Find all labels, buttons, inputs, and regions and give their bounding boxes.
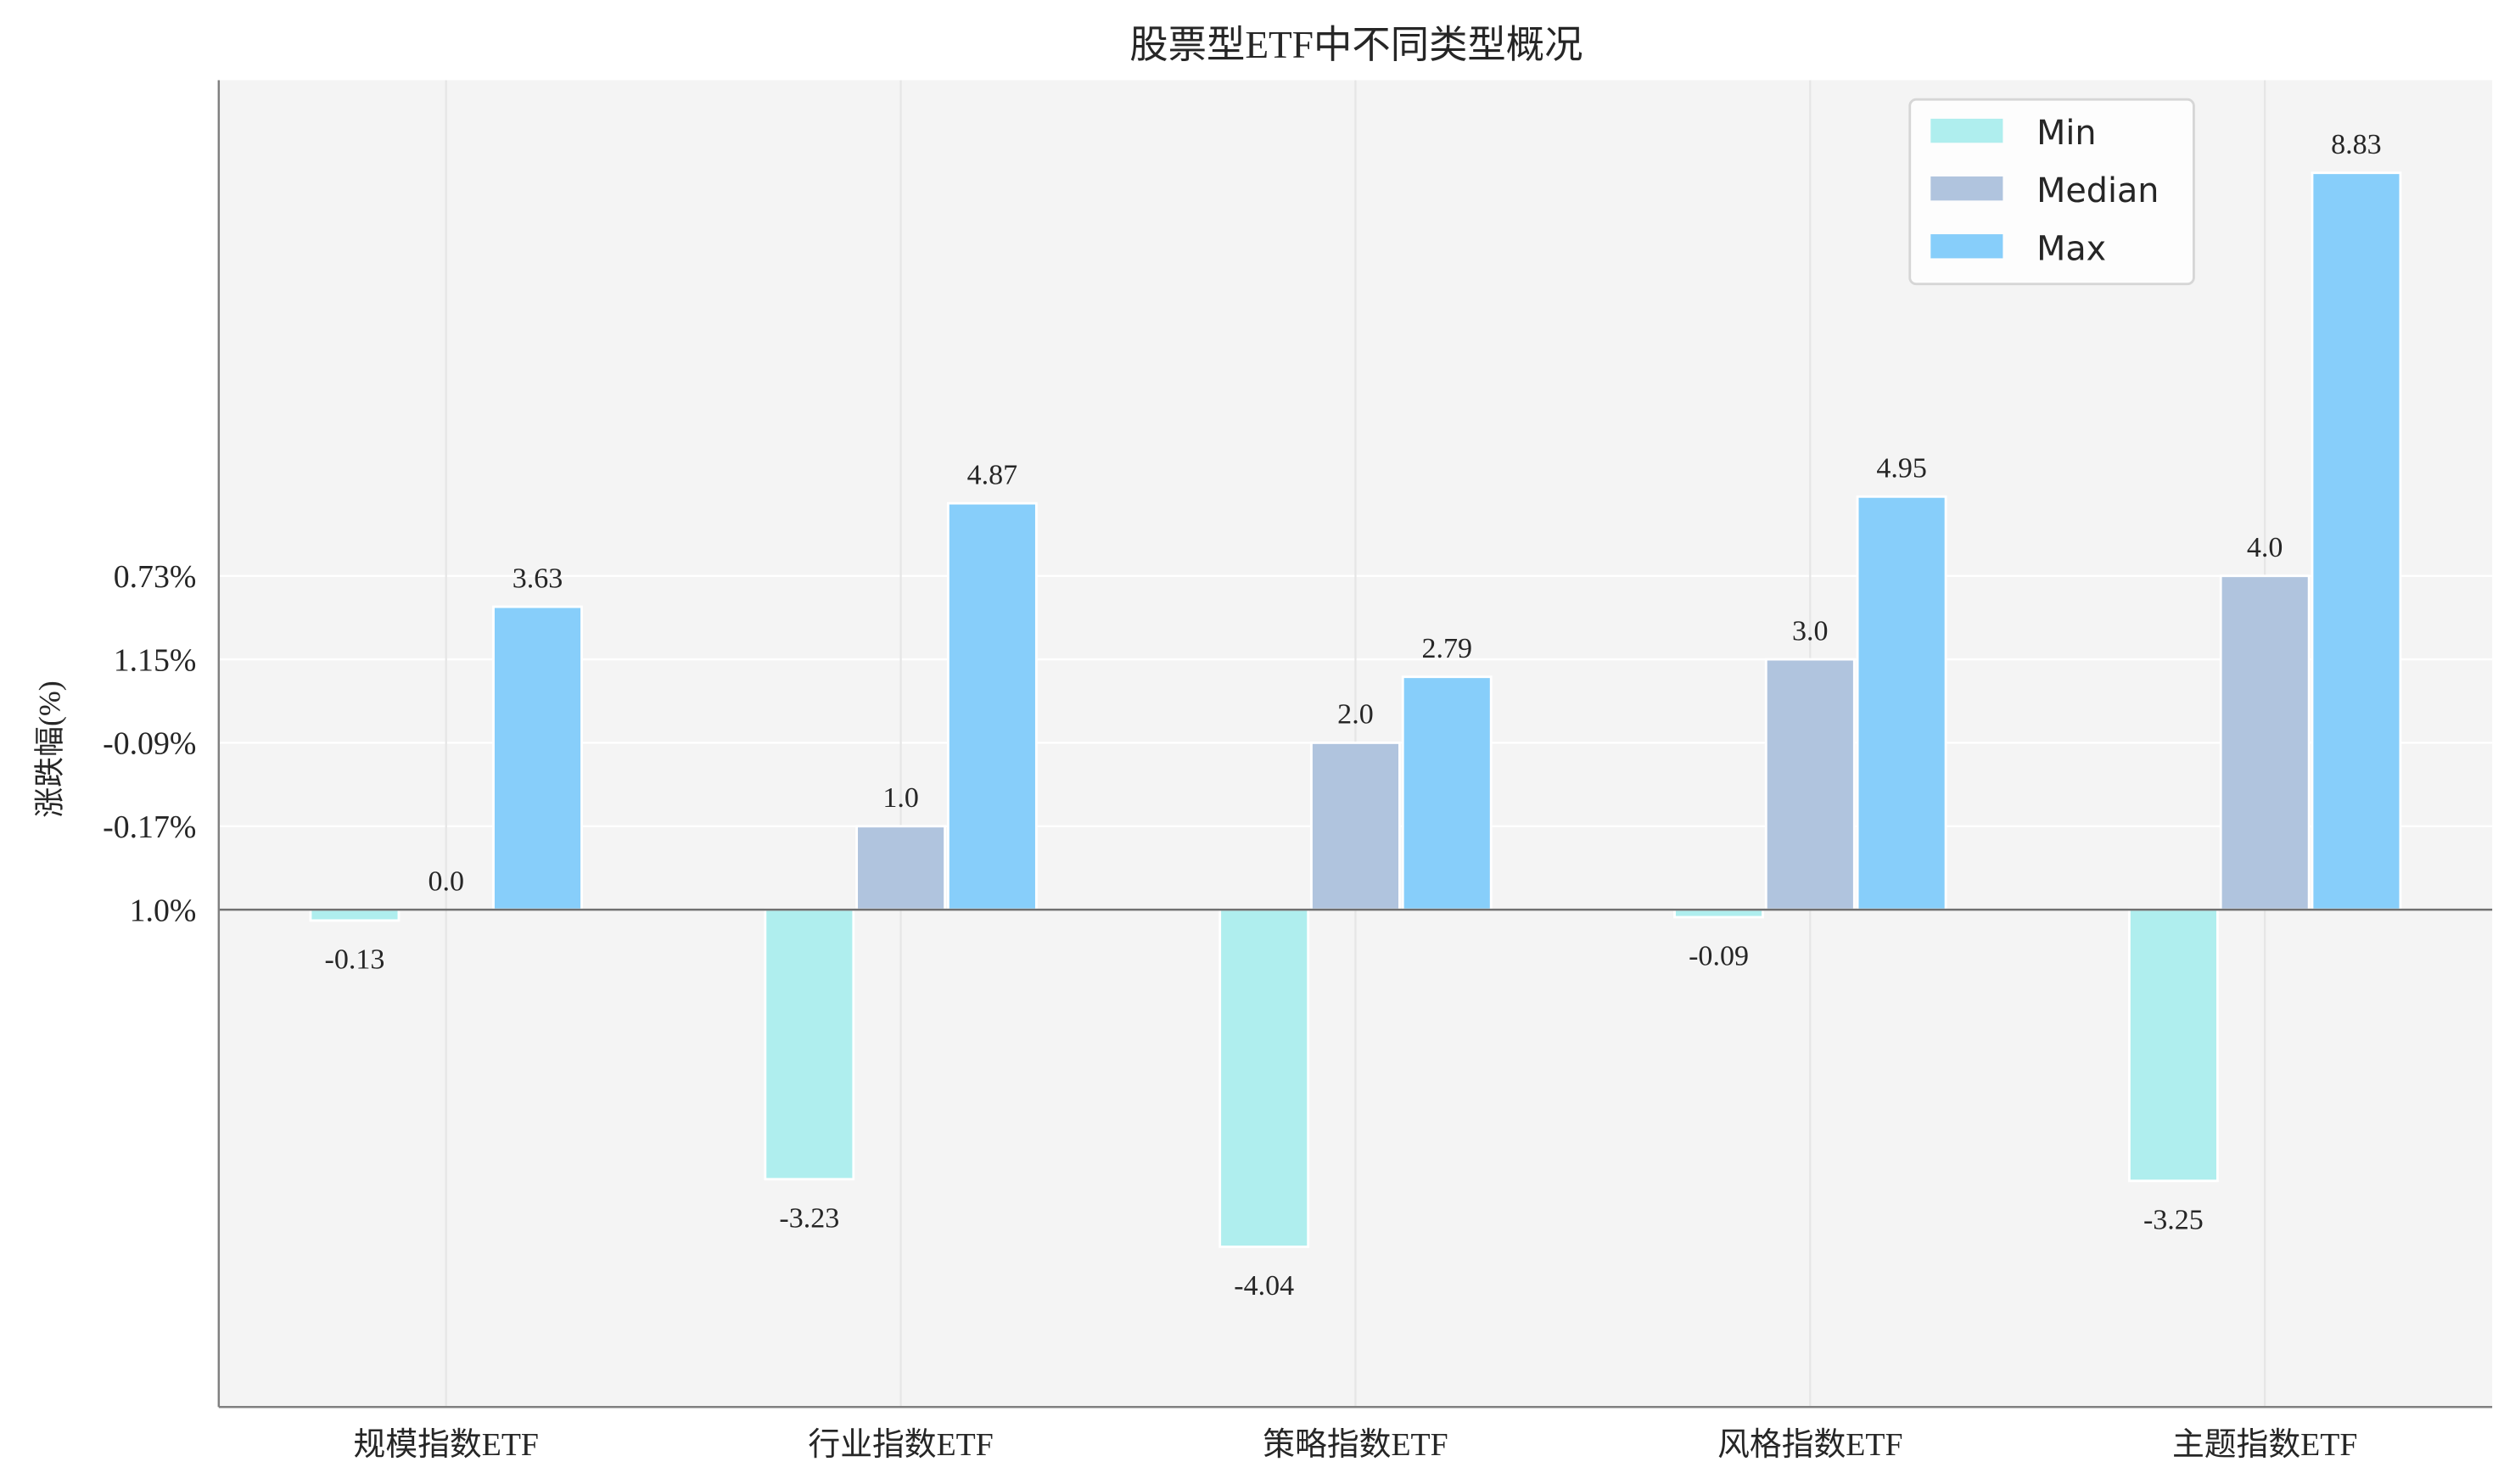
legend-label: Median (2036, 171, 2159, 210)
legend-swatch-median (1930, 176, 2003, 201)
data-label: -3.23 (779, 1202, 839, 1234)
x-tick-label: 规模指数ETF (354, 1427, 539, 1463)
legend-label: Min (2036, 114, 2096, 153)
bar-min (1218, 908, 1310, 1248)
chart-title: 股票型ETF中不同类型概况 (1129, 24, 1583, 66)
x-ticks: 规模指数ETF 行业指数ETF 策略指数ETF 风格指数ETF 主题指数ETF (354, 1427, 2358, 1463)
data-labels: -0.13 -3.23 -4.04 -0.09 -3.25 0.0 1.0 2.0 3.0 4.0… (325, 129, 2382, 1302)
legend-swatch-min (1930, 118, 2003, 143)
data-label: 3.63 (513, 563, 563, 594)
bar-max (946, 501, 1038, 911)
bar-min (764, 908, 855, 1181)
data-label: -3.25 (2143, 1204, 2204, 1235)
data-label: 1.0 (882, 782, 919, 814)
data-label: 8.83 (2331, 129, 2382, 160)
data-label: 3.0 (1792, 615, 1829, 647)
bar-min (2127, 908, 2219, 1183)
y-tick-label: -0.09% (103, 726, 196, 762)
legend-label: Max (2036, 229, 2106, 268)
bar-max (1401, 675, 1493, 911)
data-label: 2.0 (1337, 699, 1374, 731)
y-tick-label: 1.0% (130, 893, 197, 928)
bar-median (855, 825, 947, 911)
bars (309, 171, 2402, 1248)
data-label: 4.95 (1876, 453, 1927, 484)
data-label: 4.0 (2247, 532, 2283, 563)
data-label: 0.0 (428, 865, 464, 897)
x-tick-label: 行业指数ETF (808, 1427, 993, 1463)
y-tick-label: -0.17% (103, 809, 196, 845)
legend: Min Median Max (1908, 98, 2195, 286)
data-label: 4.87 (967, 459, 1018, 490)
bar-median (2219, 574, 2311, 911)
x-tick-label: 主题指数ETF (2172, 1427, 2357, 1463)
y-axis-label: 涨跌幅(%) (33, 680, 67, 818)
y-tick-label: 0.73% (114, 559, 197, 595)
bar-median (1310, 741, 1401, 911)
bar-min (309, 908, 401, 922)
bar-min (1673, 908, 1764, 919)
data-label: 2.79 (1421, 633, 1472, 664)
bar-max (492, 605, 583, 911)
data-label: -4.04 (1234, 1270, 1294, 1302)
bar-max (2311, 171, 2402, 911)
bar-max (1856, 495, 1947, 911)
data-label: -0.13 (325, 944, 385, 976)
data-label: -0.09 (1689, 941, 1749, 972)
y-ticks: 1.0% -0.17% -0.09% 1.15% 0.73% (103, 559, 196, 928)
bar-median (1764, 658, 1856, 911)
legend-swatch-max (1930, 234, 2003, 259)
x-tick-label: 策略指数ETF (1263, 1427, 1448, 1463)
y-tick-label: 1.15% (114, 642, 197, 678)
x-tick-label: 风格指数ETF (1717, 1427, 1902, 1463)
